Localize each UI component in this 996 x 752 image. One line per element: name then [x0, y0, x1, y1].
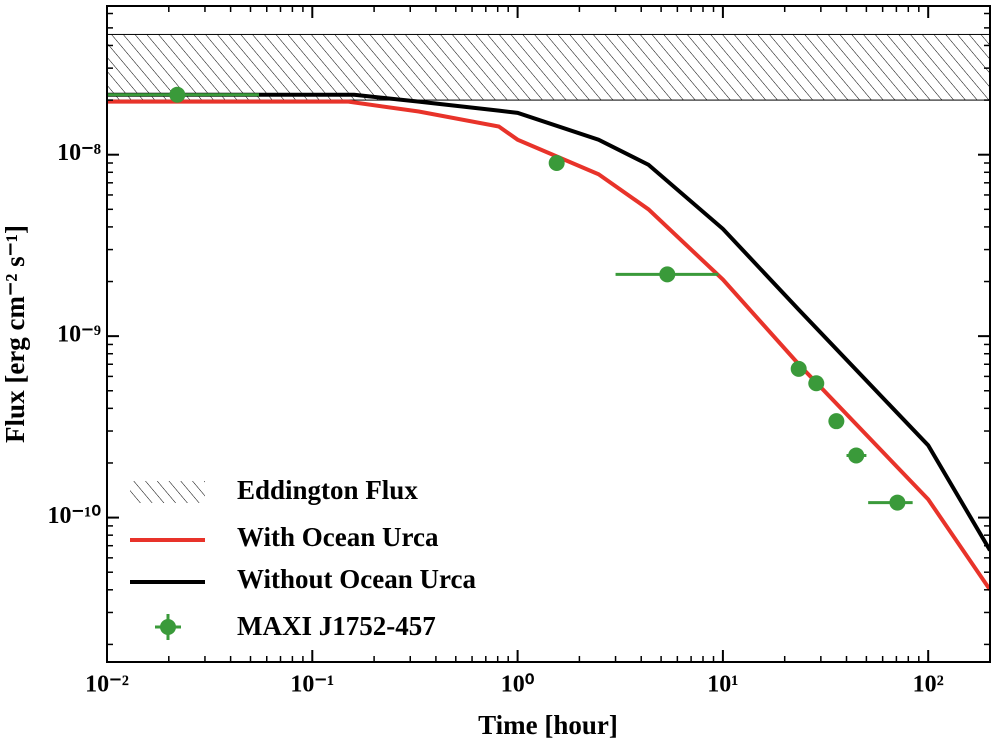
x-tick-label: 10² — [913, 672, 944, 698]
plot-area — [107, 33, 990, 591]
legend-label: Eddington Flux — [237, 475, 418, 505]
legend-label: MAXI J1752-457 — [237, 611, 436, 641]
x-tick-label: 10¹ — [707, 672, 738, 698]
y-tick-label: 10⁻¹⁰ — [48, 503, 102, 529]
x-axis-label: Time [hour] — [478, 710, 618, 740]
legend-label: With Ocean Urca — [237, 522, 439, 552]
data-point — [828, 413, 845, 430]
x-tick-label: 10⁻² — [85, 672, 129, 698]
eddington-band — [107, 33, 990, 101]
line-series — [107, 92, 990, 552]
x-tick-label: 10⁻¹ — [290, 672, 334, 698]
data-point — [790, 360, 807, 377]
y-tick-label: 10⁻⁹ — [57, 322, 101, 348]
data-point — [808, 375, 825, 392]
y-axis-label: Flux [erg cm⁻² s⁻¹] — [0, 225, 30, 443]
data-point — [169, 86, 186, 103]
y-tick-label: 10⁻⁸ — [57, 140, 101, 166]
legend-hatch — [130, 481, 205, 503]
data-point — [659, 266, 676, 283]
data-point — [548, 155, 565, 172]
x-tick-label: 10⁰ — [501, 672, 535, 698]
legend-label: Without Ocean Urca — [237, 564, 476, 594]
axes-frame — [106, 5, 991, 663]
line-series — [107, 99, 990, 591]
data-point — [848, 447, 865, 464]
legend-swatch — [160, 619, 176, 635]
data-point — [889, 494, 906, 511]
